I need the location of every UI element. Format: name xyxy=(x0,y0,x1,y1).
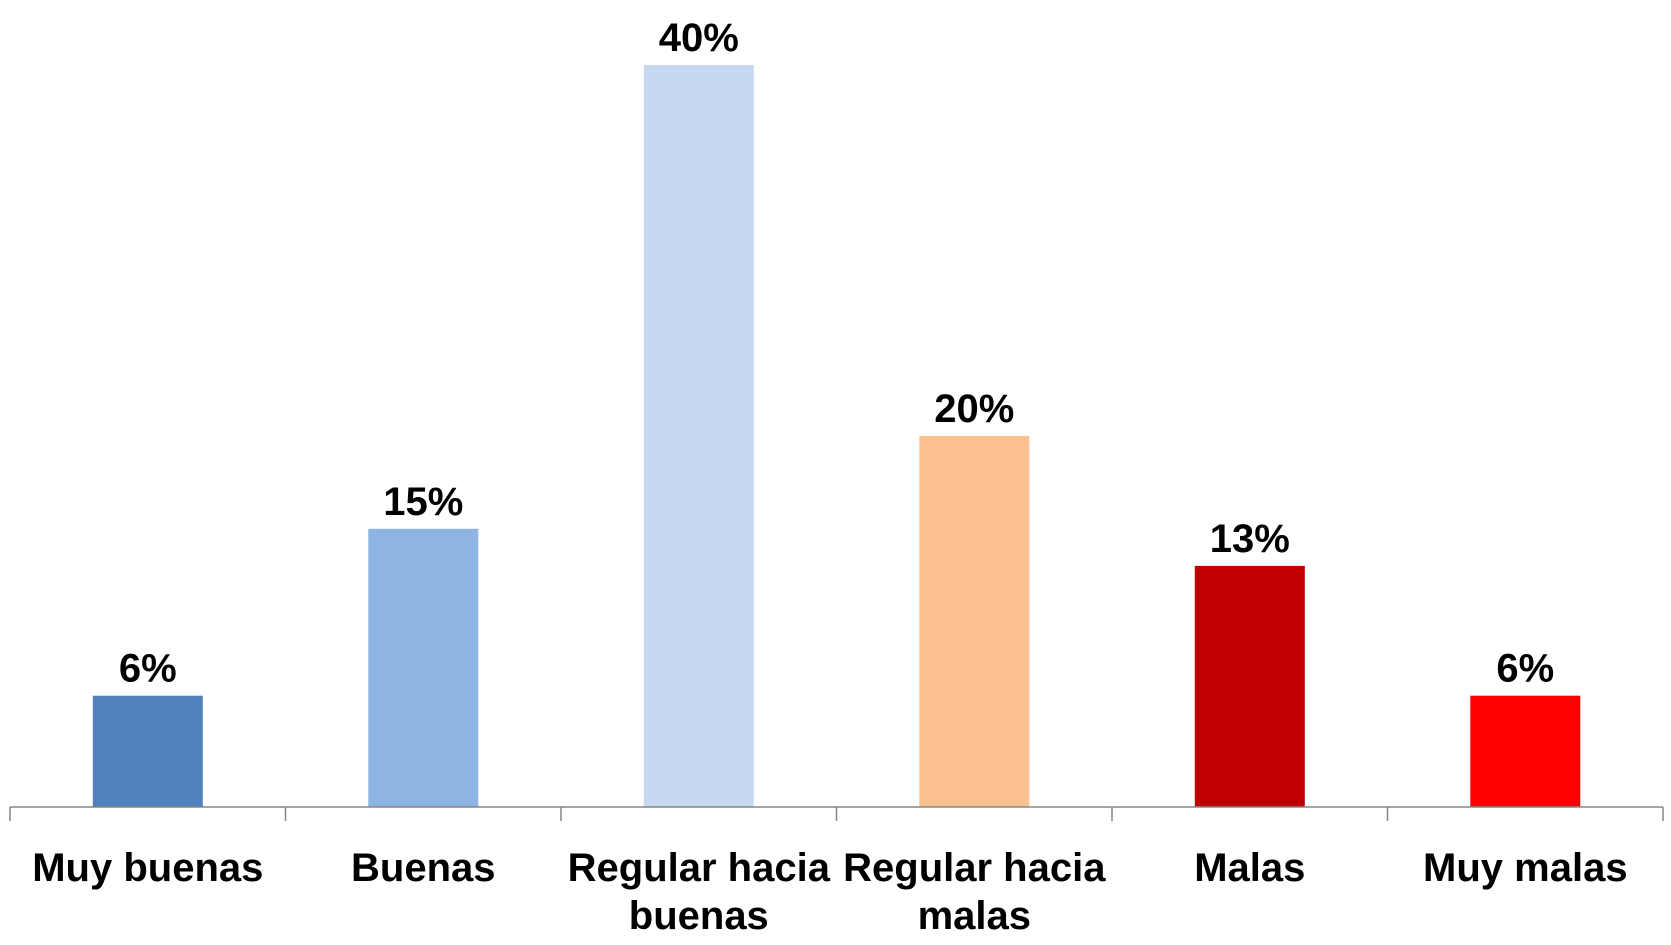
category-label-1: Buenas xyxy=(351,846,496,890)
x-axis xyxy=(9,806,1664,821)
category-label-line: Regular hacia xyxy=(568,846,831,890)
category-label-0: Muy buenas xyxy=(32,846,263,890)
data-label-3: 20% xyxy=(934,387,1014,431)
category-label-line: Malas xyxy=(1194,846,1305,890)
data-label-1: 15% xyxy=(383,480,463,524)
category-label-4: Malas xyxy=(1194,846,1305,890)
data-label-5: 6% xyxy=(1496,647,1554,691)
bar-4 xyxy=(1194,565,1305,807)
data-label-2: 40% xyxy=(659,16,739,60)
bar-1 xyxy=(368,528,479,808)
bar-5 xyxy=(1470,695,1581,807)
category-label-line: buenas xyxy=(629,894,769,938)
bar-3 xyxy=(919,436,1030,807)
data-label-4: 13% xyxy=(1210,517,1290,561)
category-label-line: malas xyxy=(918,894,1031,938)
category-label-line: Regular hacia xyxy=(843,846,1106,890)
category-label-2: Regular hacia buenas xyxy=(568,846,831,938)
category-label-3: Regular hacia malas xyxy=(843,846,1106,938)
category-label-line: Muy buenas xyxy=(32,846,263,890)
category-label-5: Muy malas xyxy=(1423,846,1628,890)
data-label-0: 6% xyxy=(119,647,177,691)
bar-0 xyxy=(92,695,203,807)
bar-2 xyxy=(643,65,754,807)
bars xyxy=(92,65,1581,808)
category-label-line: Muy malas xyxy=(1423,846,1628,890)
category-label-line: Buenas xyxy=(351,846,496,890)
